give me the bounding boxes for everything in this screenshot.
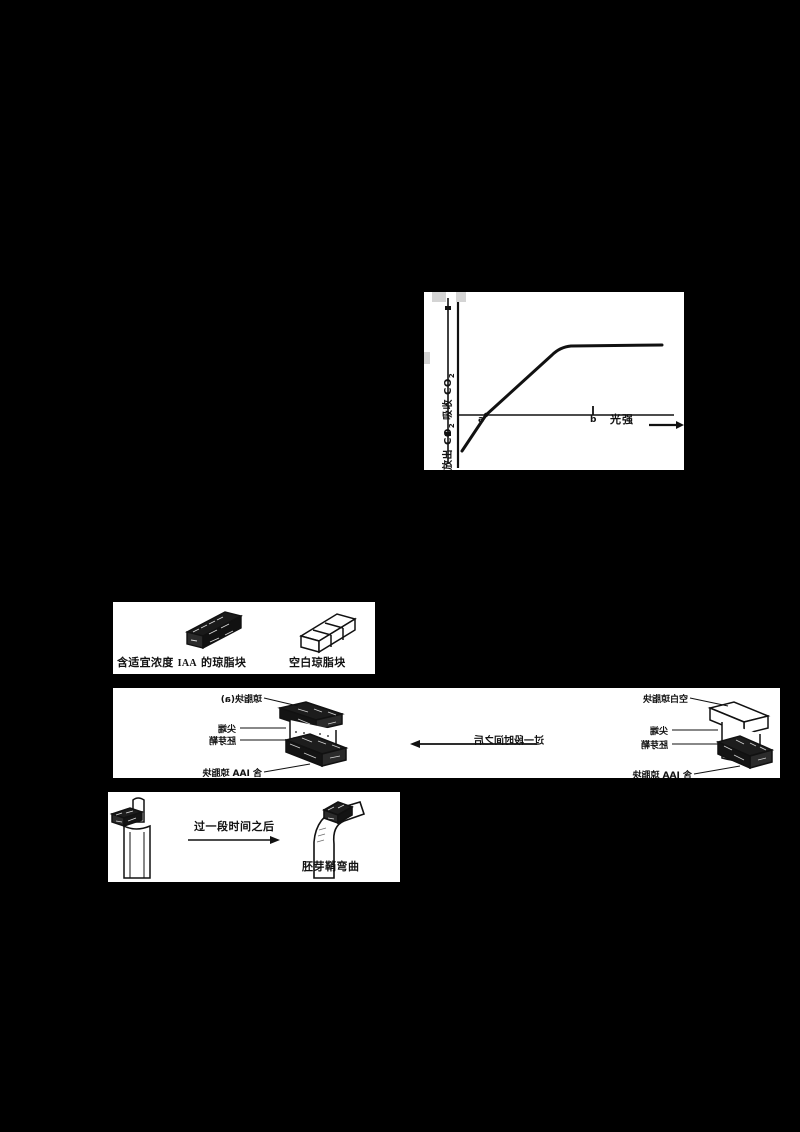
agar-block-blank-icon	[299, 613, 357, 654]
y-axis-label-release-text: 放出 CO	[443, 428, 454, 470]
caption-iaa-suffix: 的琼脂块	[196, 656, 247, 669]
y-axis-label-release-co2: 放出 CO2	[439, 423, 456, 470]
label-after-agar-a: 琼脂块(a)	[220, 695, 262, 705]
y-axis-label-absorb-subscript: 2	[448, 372, 456, 379]
agar-block-iaa-icon	[185, 611, 243, 650]
coleoptile-bending-drawing	[109, 797, 366, 879]
label-before-coleoptile: 胚芽鞘	[640, 741, 668, 751]
agar-blocks-drawing	[185, 611, 357, 654]
y-axis-label-absorb-co2: 吸收 CO2	[439, 373, 456, 420]
diagram-panel-agar-blocks: 含适宜浓度 IAA 的琼脂块 空白琼脂块	[113, 602, 375, 674]
coleoptile-assembly-after	[240, 697, 349, 773]
diagram-panel-coleoptile-transfer: 空白琼脂块 尖端 胚芽鞘 含 IAA 琼脂块 琼脂块(a) 尖端 胚芽鞘 含 I…	[113, 688, 780, 778]
caption-iaa-prefix: 含适宜浓度	[117, 656, 178, 669]
caption-iaa-chemical: IAA	[177, 658, 197, 669]
chart-curve-net-co2	[460, 343, 664, 453]
mirrored-scan-content: 空白琼脂块 尖端 胚芽鞘 含 IAA 琼脂块 琼脂块(a) 尖端 胚芽鞘 含 I…	[113, 688, 780, 778]
point-a-marker	[483, 412, 489, 418]
coleoptile-transfer-drawing	[240, 697, 775, 775]
label-before-blank-agar: 空白琼脂块	[642, 695, 688, 705]
chart-annotation-a: a	[478, 415, 485, 425]
transfer-arrow-2-caption: 过一段时间之后	[474, 736, 544, 747]
chart-plot-area	[445, 296, 684, 468]
y-axis-label-release-subscript: 2	[448, 422, 456, 429]
chart-inner: 吸收 CO2 放出 CO2 光强 a b	[424, 292, 684, 470]
scan-artifact	[424, 352, 430, 364]
bending-result-caption: 胚芽鞘弯曲	[302, 860, 360, 873]
chart-annotation-b: b	[590, 415, 597, 425]
coleoptile-straight	[109, 797, 151, 879]
transfer-arrow-2	[410, 740, 537, 748]
x-axis-label-light-intensity: 光强	[610, 413, 634, 426]
scan-artifact	[456, 292, 466, 302]
transfer-arrow-3	[188, 836, 280, 844]
coleoptile-assembly-before	[672, 697, 775, 775]
x-axis-arrow-head	[676, 421, 684, 429]
label-after-coleoptile: 胚芽鞘	[208, 737, 236, 747]
photosynthesis-chart-panel: 吸收 CO2 放出 CO2 光强 a b	[424, 292, 684, 470]
rule-tick	[445, 432, 451, 436]
transfer-arrow-3-caption: 过一段时间之后	[194, 820, 275, 833]
y-axis-label-absorb-text: 吸收 CO	[443, 378, 454, 420]
label-before-tip: 尖端	[649, 727, 668, 737]
scan-artifact	[432, 292, 446, 302]
diagram-panel-coleoptile-bending: 过一段时间之后 胚芽鞘弯曲	[108, 792, 400, 882]
coleoptile-bent	[313, 801, 366, 879]
agar-block-iaa-caption: 含适宜浓度 IAA 的琼脂块	[117, 654, 246, 670]
agar-block-blank-caption: 空白琼脂块	[289, 656, 346, 669]
label-before-iaa-agar: 含 IAA 琼脂块	[632, 771, 692, 778]
label-after-iaa-agar: 含 IAA 琼脂块	[202, 769, 262, 778]
rule-tick	[445, 306, 451, 310]
